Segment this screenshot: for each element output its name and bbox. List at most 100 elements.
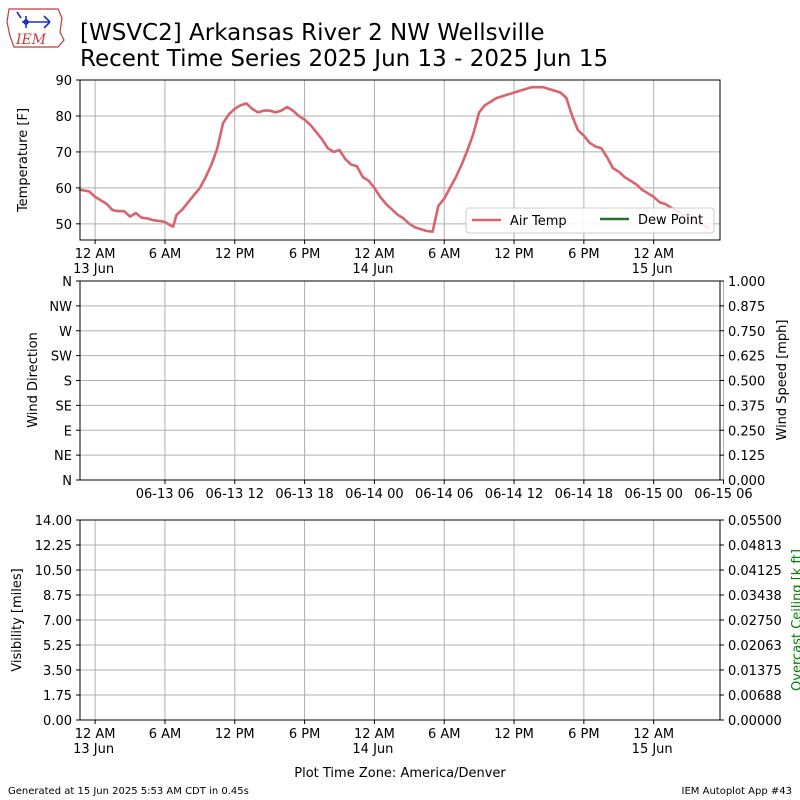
visibility-x-tick-label: 12 AM [633, 727, 674, 742]
wind-y-tick-label: SE [56, 399, 72, 414]
visibility-x-tick-label: 15 Jun [632, 742, 673, 757]
wind-y2-tick-label: 0.250 [728, 424, 765, 439]
generated-at-text: Generated at 15 Jun 2025 5:53 AM CDT in … [8, 786, 249, 797]
logo-text: IEM [15, 32, 47, 48]
temperature-y-tick-label: 60 [55, 182, 72, 197]
wind-x-tick-label: 06-13 12 [206, 487, 264, 502]
wind-direction-label: Wind Direction [26, 332, 41, 428]
wind-y2-tick-label: 0.375 [728, 399, 765, 414]
temperature-x-tick-label: 13 Jun [73, 262, 114, 277]
wind-y2-tick-label: 0.625 [728, 350, 765, 365]
wind-x-tick-label: 06-14 12 [485, 487, 543, 502]
air-temp-series-line [78, 85, 710, 233]
wind-y-tick-label: E [64, 424, 72, 439]
temperature-y-ticks: 50 60 70 80 90 [55, 74, 80, 233]
ceiling-y2-tick-label: 0.05500 [728, 514, 782, 529]
temperature-x-tick-label: 12 AM [75, 247, 116, 262]
legend-label-dew-point: Dew Point [638, 213, 703, 228]
ceiling-label: Overcast Ceiling [k ft] [790, 549, 800, 691]
wind-x-ticks: 06-13 06 06-13 12 06-13 18 06-14 00 06-14 06… [136, 480, 753, 502]
legend-label-air-temp: Air Temp [510, 214, 567, 229]
wind-x-tick-label: 06-13 06 [136, 487, 194, 502]
temperature-x-tick-label: 12 AM [633, 247, 674, 262]
visibility-y-tick-label: 0.00 [43, 714, 72, 729]
temperature-x-tick-label: 12 PM [215, 247, 255, 262]
wind-y-tick-label: W [59, 325, 72, 340]
visibility-ticks: 0.00 1.75 3.50 5.25 7.00 8.75 10.50 12.25 14.00 [35, 514, 80, 729]
visibility-x-tick-label: 12 AM [75, 727, 116, 742]
wind-y-tick-label: S [64, 375, 72, 390]
wind-y2-tick-label: 0.875 [728, 300, 765, 315]
ceiling-y2-tick-label: 0.00688 [728, 689, 782, 704]
ceiling-ticks: 0.00000 0.00688 0.01375 0.02063 0.02750 0.034… [720, 514, 782, 729]
wind-x-tick-label: 06-14 18 [555, 487, 613, 502]
ceiling-y2-tick-label: 0.04813 [728, 539, 782, 554]
wind-y-tick-label: NW [49, 300, 72, 315]
wind-x-tick-label: 06-15 00 [624, 487, 682, 502]
temperature-x-tick-label: 12 AM [354, 247, 395, 262]
temperature-x-tick-label: 12 PM [494, 247, 534, 262]
visibility-y-tick-label: 14.00 [35, 514, 72, 529]
iowa-outline-icon [6, 8, 65, 48]
visibility-grid [80, 519, 720, 721]
wind-direction-ticks: N NE E SE S SW W NW N [49, 275, 80, 489]
legend-box [465, 207, 715, 234]
visibility-x-tick-label: 6 PM [568, 727, 599, 742]
app-id-text: IEM Autoplot App #43 [682, 786, 792, 797]
ceiling-y2-tick-label: 0.02750 [728, 614, 782, 629]
visibility-label: Visibility [miles] [10, 568, 25, 671]
wind-grid [80, 280, 724, 481]
visibility-panel: 0.001.753.505.257.008.7510.5012.2514.00 … [10, 514, 800, 757]
visibility-x-tick-label: 12 AM [354, 727, 395, 742]
wind-y-tick-label: N [62, 275, 72, 290]
temperature-x-tick-label: 6 PM [568, 247, 599, 262]
ceiling-y2-tick-label: 0.01375 [728, 664, 782, 679]
wind-y2-tick-label: 0.750 [728, 325, 765, 340]
plot-time-zone: Plot Time Zone: America/Denver [294, 766, 506, 781]
ceiling-y2-tick-label: 0.03438 [728, 589, 782, 604]
chart-title-line1: [WSVC2] Arkansas River 2 NW Wellsville [80, 20, 545, 46]
temperature-x-tick-label: 6 AM [428, 247, 461, 262]
visibility-x-tick-label: 6 AM [428, 727, 461, 742]
chart-title-line2: Recent Time Series 2025 Jun 13 - 2025 Ju… [80, 46, 608, 72]
ceiling-y2-tick-label: 0.00000 [728, 714, 782, 729]
visibility-y-tick-label: 10.50 [35, 564, 72, 579]
temperature-legend: Air Temp Dew Point [465, 207, 715, 234]
visibility-y-tick-label: 12.25 [35, 539, 72, 554]
visibility-x-tick-label: 6 AM [149, 727, 182, 742]
visibility-x-tick-label: 12 PM [215, 727, 255, 742]
wind-y2-tick-label: 0.000 [728, 474, 765, 489]
wind-y2-tick-label: 1.000 [728, 275, 765, 290]
wind-y2-tick-label: 0.500 [728, 375, 765, 390]
wind-x-tick-label: 06-14 06 [415, 487, 473, 502]
ceiling-y2-tick-label: 0.02063 [728, 639, 782, 654]
temperature-x-tick-label: 6 AM [149, 247, 182, 262]
temperature-x-tick-label: 14 Jun [352, 262, 393, 277]
temperature-y-tick-label: 90 [55, 74, 72, 89]
visibility-y-tick-label: 5.25 [43, 639, 72, 654]
visibility-x-tick-label: 14 Jun [352, 742, 393, 757]
wind-speed-label: Wind Speed [mph] [775, 320, 790, 441]
wind-y-tick-label: SW [51, 350, 72, 365]
iem-logo[interactable]: IEM [6, 8, 65, 48]
temperature-y-tick-label: 70 [55, 146, 72, 161]
ceiling-y2-tick-label: 0.04125 [728, 564, 782, 579]
wind-y-tick-label: N [62, 474, 72, 489]
visibility-y-tick-label: 3.50 [43, 664, 72, 679]
visibility-y-tick-label: 1.75 [43, 689, 72, 704]
temperature-x-tick-label: 6 PM [289, 247, 320, 262]
visibility-y-tick-label: 8.75 [43, 589, 72, 604]
temperature-x-tick-label: 15 Jun [632, 262, 673, 277]
temperature-y-label: Temperature [F] [16, 108, 31, 213]
wind-speed-ticks: 0.000 0.125 0.250 0.375 0.500 0.625 0.750 0.875… [720, 275, 765, 489]
visibility-x-tick-label: 12 PM [494, 727, 534, 742]
weather-station-icon [16, 11, 51, 29]
visibility-x-tick-label: 13 Jun [73, 742, 114, 757]
visibility-y-tick-label: 7.00 [43, 614, 72, 629]
wind-x-tick-label: 06-15 06 [694, 487, 752, 502]
